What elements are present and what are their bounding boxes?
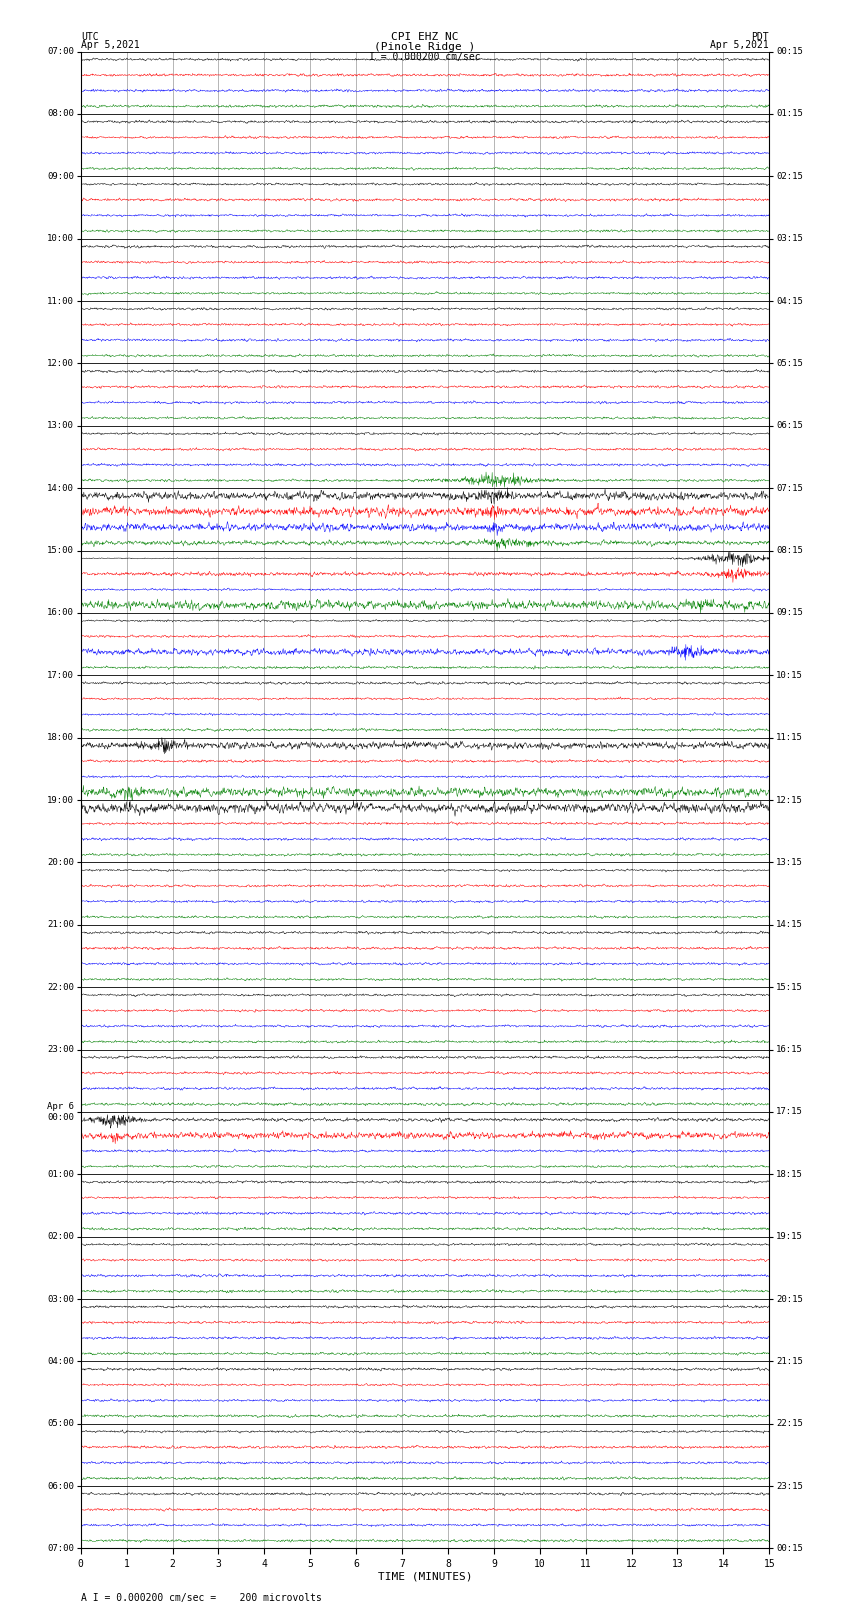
- Text: UTC: UTC: [81, 32, 99, 42]
- Text: Apr 5,2021: Apr 5,2021: [81, 40, 139, 50]
- Text: PDT: PDT: [751, 32, 769, 42]
- Text: A I = 0.000200 cm/sec =    200 microvolts: A I = 0.000200 cm/sec = 200 microvolts: [81, 1594, 321, 1603]
- Text: Apr 5,2021: Apr 5,2021: [711, 40, 769, 50]
- Text: CPI EHZ NC: CPI EHZ NC: [391, 32, 459, 42]
- X-axis label: TIME (MINUTES): TIME (MINUTES): [377, 1571, 473, 1582]
- Text: I = 0.000200 cm/sec: I = 0.000200 cm/sec: [369, 52, 481, 61]
- Text: (Pinole Ridge ): (Pinole Ridge ): [374, 42, 476, 52]
